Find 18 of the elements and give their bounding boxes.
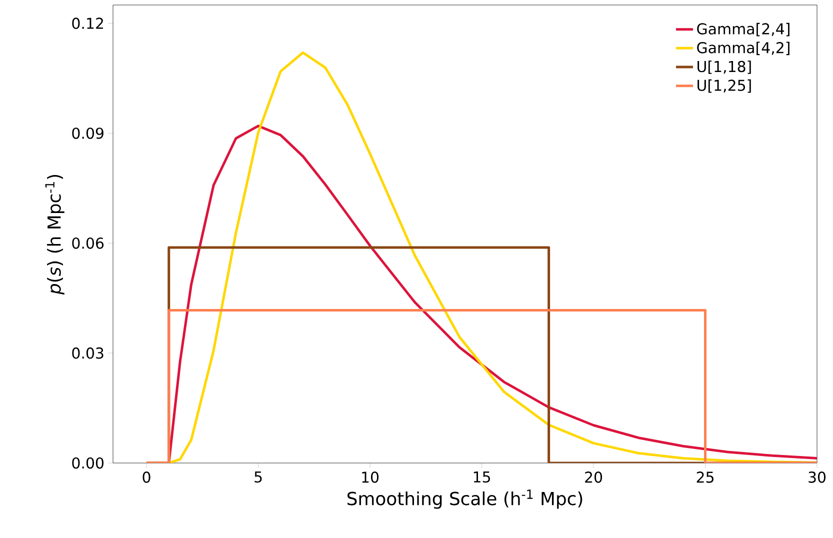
y-tick-label: 0.00 — [72, 457, 104, 469]
x-tick-label: 0 — [142, 472, 150, 483]
y-tick-label: 0.12 — [72, 18, 103, 29]
y-tick-label: 0.09 — [72, 128, 104, 139]
legend-label: U[1,25] — [698, 79, 751, 93]
x-tick-label: 10 — [362, 472, 379, 483]
x-tick-label: 5 — [254, 472, 262, 483]
y-tick-label: 0.03 — [72, 347, 104, 359]
legend-label: Gamma[2,4] — [697, 22, 790, 36]
x-tick-label: 20 — [585, 472, 602, 483]
x-tick-label: 15 — [474, 472, 490, 483]
x-tick-label: 30 — [808, 472, 826, 483]
legend-label: U[1,18] — [698, 60, 751, 74]
y-axis-title: p(s) (h Mpc$^{-1}$) — [45, 174, 64, 295]
x-tick-label: 25 — [696, 472, 714, 483]
legend-label: Gamma[4,2] — [697, 42, 790, 56]
x-axis-title: Smoothing Scale (h$^{-1}$ Mpc) — [348, 490, 582, 509]
y-tick-label: 0.06 — [72, 238, 104, 249]
